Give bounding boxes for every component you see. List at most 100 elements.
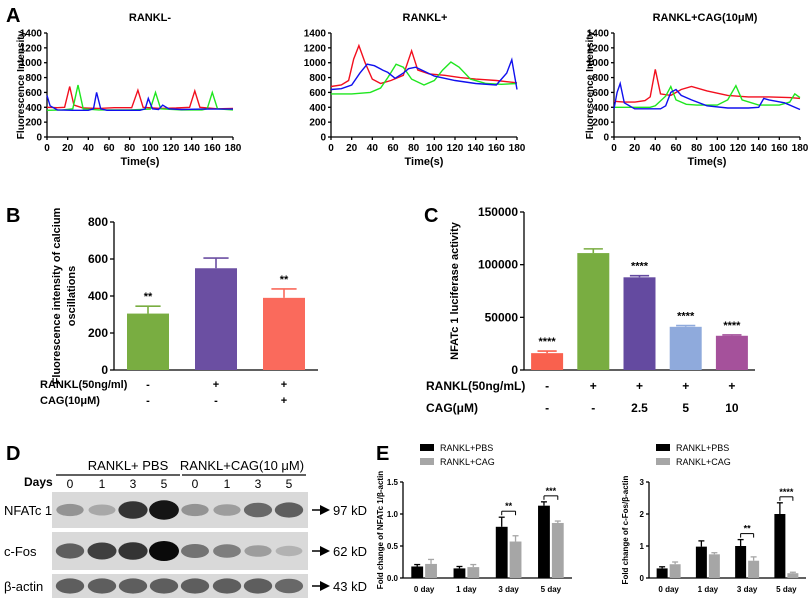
y-tick-label: 800 xyxy=(309,73,326,84)
legend-entry: RANKL+PBS xyxy=(676,443,729,453)
arrow-head xyxy=(320,546,330,556)
bar-rankl-cag xyxy=(551,522,564,578)
row1-value: + xyxy=(636,379,643,393)
significance-label: **** xyxy=(539,336,557,348)
luciferase-bar-chart: 0 50000 100000 150000 **** - - + - **** +2.5 **** +5… xyxy=(426,205,755,415)
significance-label: ** xyxy=(505,501,513,511)
x-tick-label: 0 xyxy=(44,143,50,154)
y-axis-label: Fold change of NFATc 1/β-actin xyxy=(376,471,385,589)
x-tick-label: 140 xyxy=(467,143,484,154)
bar-rankl-pbs xyxy=(453,568,466,578)
blot-band xyxy=(149,578,179,594)
bar-rankl-cag xyxy=(748,560,760,578)
y-tick-label: 1000 xyxy=(587,58,610,69)
significance-label: *** xyxy=(546,486,557,496)
series-line-red xyxy=(330,43,518,88)
blot-band xyxy=(118,501,148,519)
y-tick-label: 800 xyxy=(25,73,42,84)
row1-value: + xyxy=(728,379,735,393)
panel-letter-d: D xyxy=(6,443,20,465)
x-tick-label: 5 day xyxy=(776,585,797,594)
y-tick-label: 2 xyxy=(640,510,645,519)
y-tick-label: 1000 xyxy=(304,58,327,69)
lane-day-label: 1 xyxy=(99,477,106,491)
panel-letter-b: B xyxy=(6,205,20,227)
blot-band xyxy=(55,578,85,594)
row2-value: 2.5 xyxy=(631,401,648,415)
y-tick-label: 1200 xyxy=(587,43,610,54)
bar-rankl-pbs xyxy=(695,546,707,578)
panel-letter-e: E xyxy=(376,443,389,465)
blot-band xyxy=(274,578,304,594)
blot-band xyxy=(243,502,273,518)
y-tick-label: 200 xyxy=(25,118,42,129)
x-tick-label: 160 xyxy=(488,143,505,154)
blot-band xyxy=(180,578,210,594)
y-tick-label: 3 xyxy=(640,478,645,487)
x-tick-label: 120 xyxy=(447,143,464,154)
x-tick-label: 0 xyxy=(611,143,617,154)
y-tick-label: 100000 xyxy=(478,258,518,272)
legend-swatch xyxy=(656,444,670,451)
row2-value: 10 xyxy=(725,401,739,415)
y-axis-label: Fluorescence Intensity xyxy=(16,30,27,139)
x-tick-label: 5 day xyxy=(541,585,562,594)
x-tick-label: 60 xyxy=(670,143,682,154)
row1-label: RANKL(50ng/mL) xyxy=(426,379,525,393)
blot-band xyxy=(56,503,84,517)
x-tick-label: 180 xyxy=(792,143,809,154)
bar-rankl-pbs xyxy=(774,514,786,578)
blot-band xyxy=(87,578,117,594)
x-tick-label: 0 day xyxy=(414,585,435,594)
blot-band xyxy=(274,502,304,518)
x-tick-label: 80 xyxy=(691,143,703,154)
panel-letter-c: C xyxy=(424,205,438,227)
y-tick-label: 1000 xyxy=(20,58,43,69)
molecular-weight-label: 97 kD xyxy=(333,503,367,518)
bar-rankl-pbs xyxy=(656,568,668,578)
y-tick-label: 400 xyxy=(88,289,108,303)
lane-day-label: 1 xyxy=(224,477,231,491)
blot-band xyxy=(149,541,179,561)
blot-row-label: c-Fos xyxy=(4,544,37,559)
significance-label: **** xyxy=(677,311,695,323)
lane-day-label: 5 xyxy=(161,477,168,491)
y-tick-label: 400 xyxy=(309,103,326,114)
x-tick-label: 0 xyxy=(328,143,334,154)
y-tick-label: 400 xyxy=(25,103,42,114)
legend-swatch xyxy=(420,444,434,451)
y-tick-label: 800 xyxy=(592,73,609,84)
series-line-red xyxy=(613,69,801,103)
x-tick-label: 100 xyxy=(426,143,443,154)
y-tick-label: 200 xyxy=(309,118,326,129)
y-tick-label: 150000 xyxy=(478,205,518,219)
blot-band xyxy=(118,542,148,560)
panel-letter-a: A xyxy=(6,5,20,27)
x-tick-label: 3 day xyxy=(737,585,758,594)
legend-swatch xyxy=(656,458,670,465)
bar-rankl-cag xyxy=(669,564,681,578)
y-tick-label: 0 xyxy=(640,574,645,583)
series-line-blue xyxy=(613,80,801,111)
y-tick-label: 0 xyxy=(511,363,518,377)
blot-band xyxy=(149,500,179,520)
row1-value: - xyxy=(545,379,549,393)
chart-title: RANKL+ xyxy=(403,12,448,24)
x-tick-label: 0 day xyxy=(658,585,679,594)
series-line-green xyxy=(46,84,234,111)
row1-label: RANKL(50ng/ml) xyxy=(40,379,128,391)
y-axis-label: Fluorescence Intensity xyxy=(585,30,596,139)
lane-day-label: 0 xyxy=(192,477,199,491)
y-tick-label: 1400 xyxy=(587,29,610,40)
bar-rankl-cag xyxy=(425,563,437,578)
arrow-head xyxy=(320,581,330,591)
blot-band xyxy=(87,542,117,560)
x-tick-label: 80 xyxy=(124,143,136,154)
x-axis-label: Time(s) xyxy=(688,156,727,168)
line-chart-a2: RANKL+ 0 200 400 600 800 1000 1200 1400 0 20 40 60 80… xyxy=(304,12,526,168)
days-label: Days xyxy=(24,475,53,489)
row1-value: + xyxy=(213,379,219,391)
